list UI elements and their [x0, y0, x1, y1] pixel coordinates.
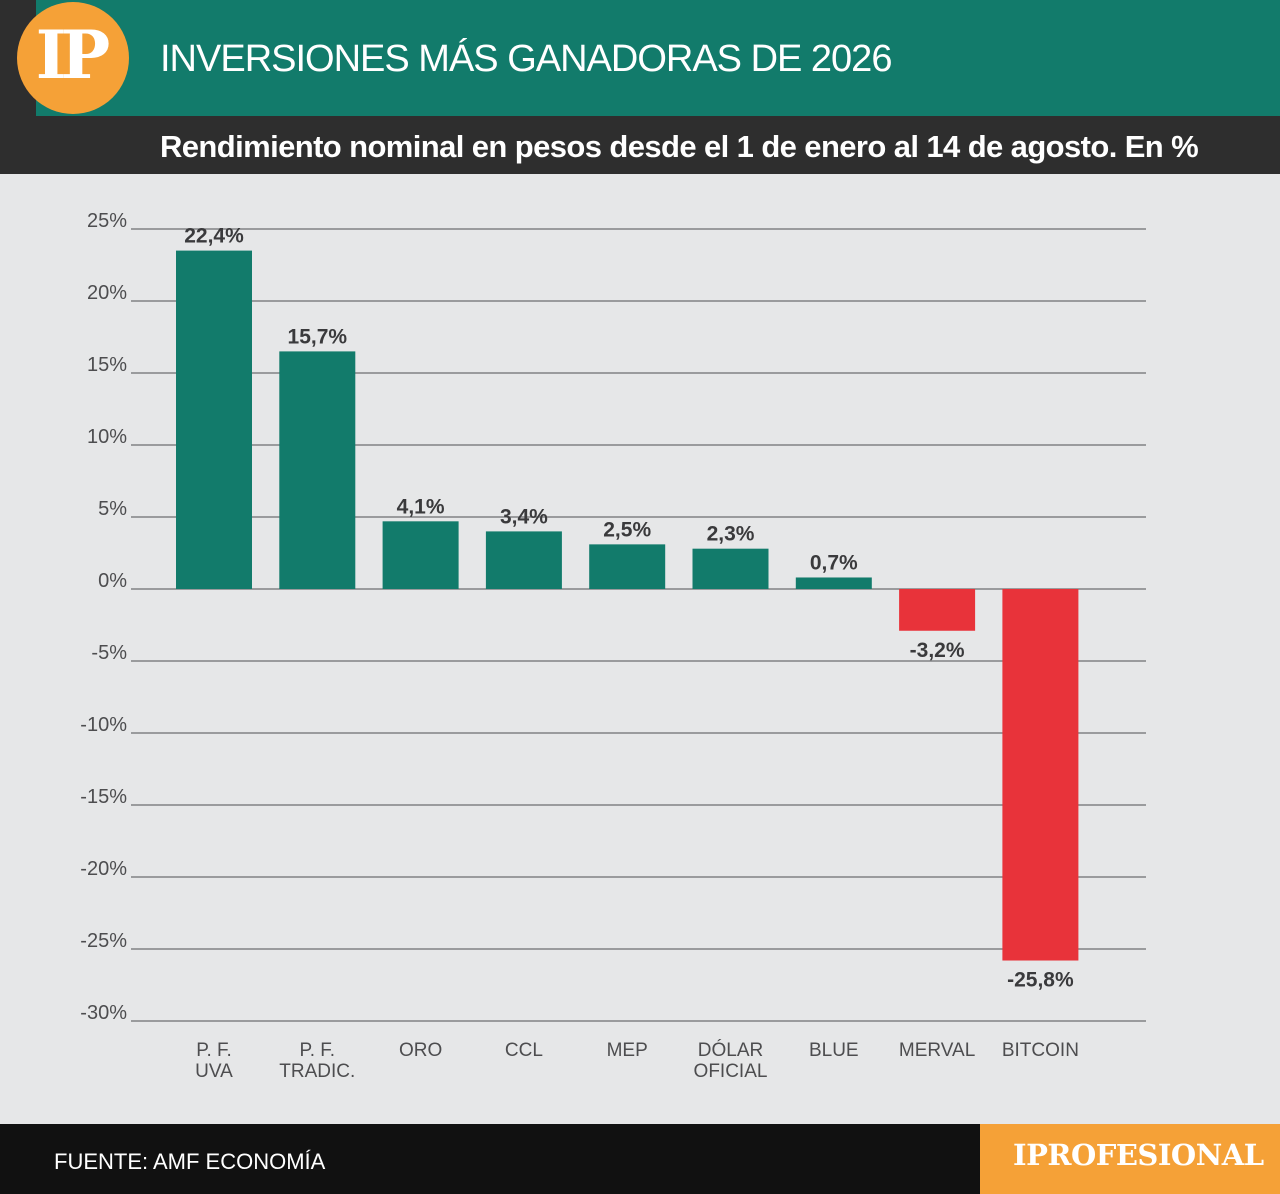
data-label: 22,4%	[184, 225, 244, 248]
y-tick-label: -5%	[91, 642, 127, 664]
x-tick-label: BLUE	[809, 1040, 859, 1061]
bar	[692, 548, 769, 589]
y-tick-label: 20%	[87, 282, 127, 304]
bar	[176, 250, 252, 589]
y-tick-label: -10%	[80, 714, 127, 736]
y-tick-label: -20%	[80, 858, 127, 880]
y-tick-label: 15%	[87, 354, 127, 376]
data-label: 3,4%	[500, 505, 548, 528]
x-tick-label: CCL	[505, 1040, 543, 1061]
data-label: 2,5%	[603, 518, 651, 541]
chart-title: INVERSIONES MÁS GANADORAS DE 2026	[160, 38, 892, 80]
x-tick-label: MEP	[607, 1040, 648, 1061]
ip-logo-text: IP	[35, 16, 110, 94]
bar	[485, 531, 562, 589]
data-label: 15,7%	[288, 325, 348, 348]
data-label: -25,8%	[1007, 969, 1074, 992]
x-tick-label: MERVAL	[899, 1040, 975, 1061]
bar	[279, 351, 356, 589]
subtitle-bar	[0, 116, 1280, 174]
chart-subtitle: Rendimiento nominal en pesos desde el 1 …	[160, 129, 1199, 164]
y-tick-label: 5%	[98, 498, 127, 520]
bar-chart: 25% 20% 15% 10% 5% 0% -5% -10% -15% -20% -25% -30% 2…	[80, 210, 1146, 1082]
x-tick-label: UVA	[195, 1061, 233, 1082]
data-label: 4,1%	[397, 495, 445, 518]
bar	[1002, 589, 1079, 961]
bar	[899, 589, 976, 631]
x-tick-label: BITCOIN	[1002, 1040, 1079, 1061]
x-tick-label: P. F.	[300, 1040, 336, 1061]
data-label: -3,2%	[910, 639, 965, 662]
header-bar	[0, 0, 1280, 116]
x-tick-label: P. F.	[196, 1040, 232, 1061]
x-tick-label: TRADIC.	[279, 1061, 355, 1082]
bar	[382, 521, 459, 589]
ip-logo: IP	[17, 2, 129, 114]
x-tick-label: ORO	[399, 1040, 442, 1061]
data-label: 0,7%	[810, 551, 858, 574]
y-tick-label: 0%	[98, 570, 127, 592]
y-tick-label: 10%	[87, 426, 127, 448]
data-label: 2,3%	[707, 523, 755, 546]
y-tick-label: -15%	[80, 786, 127, 808]
source-label: FUENTE: AMF ECONOMÍA	[54, 1149, 326, 1174]
y-tick-label: -30%	[80, 1002, 127, 1024]
x-tick-label: OFICIAL	[694, 1061, 768, 1082]
y-tick-label: -25%	[80, 930, 127, 952]
x-tick-label: DÓLAR	[698, 1039, 763, 1061]
y-tick-label: 25%	[87, 210, 127, 232]
bar	[795, 577, 872, 589]
brand-logo-text: IPROFESIONAL	[1013, 1138, 1264, 1172]
brand-box	[980, 1124, 1280, 1194]
bar	[589, 544, 666, 589]
